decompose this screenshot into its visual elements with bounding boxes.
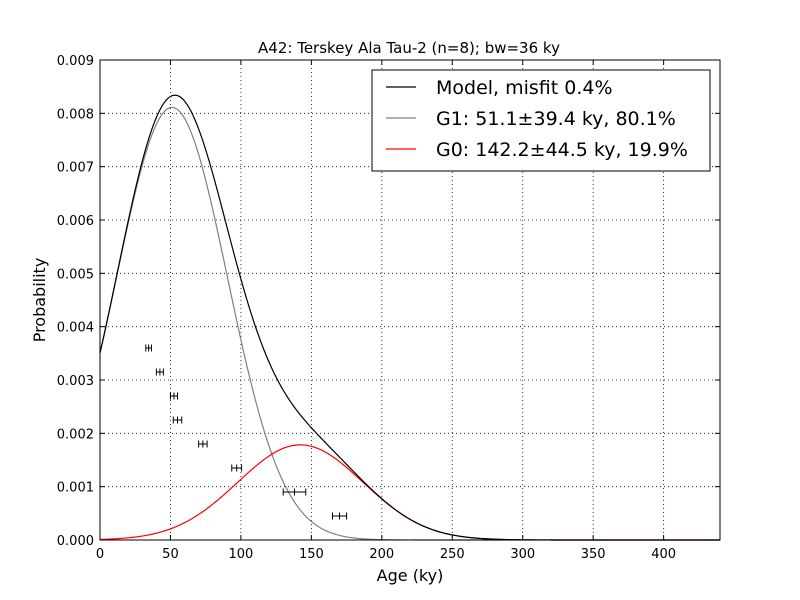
y-tick-label: 0.001 — [57, 481, 94, 496]
y-tick-label: 0.002 — [57, 427, 94, 442]
x-axis-title: Age (ky) — [377, 566, 444, 585]
legend: Model, misfit 0.4% G1: 51.1±39.4 ky, 80.1… — [371, 69, 711, 172]
x-tick-label: 400 — [651, 547, 676, 562]
legend-box — [371, 69, 711, 172]
x-tick-label: 200 — [369, 547, 394, 562]
y-tick-label: 0.009 — [57, 54, 94, 69]
plot-frame — [99, 59, 721, 541]
y-tick-label: 0.003 — [57, 374, 94, 389]
x-tick-label: 250 — [440, 547, 465, 562]
axis-ticks: 0 50 100 150 200 250 300 350 400 0.000 0.001 0.002 0… — [57, 54, 720, 562]
y-axis-title: Probability — [30, 258, 49, 343]
x-tick-label: 150 — [299, 547, 324, 562]
x-tick-label: 300 — [510, 547, 535, 562]
y-tick-label: 0.000 — [57, 534, 94, 549]
legend-label: G1: 51.1±39.4 ky, 80.1% — [436, 108, 676, 130]
legend-label: Model, misfit 0.4% — [436, 77, 613, 99]
y-tick-label: 0.008 — [57, 107, 94, 122]
chart-title: A42: Terskey Ala Tau-2 (n=8); bw=36 ky — [258, 39, 560, 57]
x-tick-label: 50 — [162, 547, 179, 562]
legend-label: G0: 142.2±44.5 ky, 19.9% — [436, 139, 688, 161]
x-tick-label: 100 — [228, 547, 253, 562]
y-tick-label: 0.007 — [57, 161, 94, 176]
x-tick-label: 0 — [96, 547, 104, 562]
series-line-1 — [99, 106, 720, 541]
series-line-2 — [99, 444, 720, 541]
x-tick-label: 350 — [581, 547, 606, 562]
y-tick-label: 0.005 — [57, 267, 94, 282]
sample-markers — [145, 344, 348, 520]
y-tick-label: 0.006 — [57, 214, 94, 229]
y-tick-label: 0.004 — [57, 321, 94, 336]
